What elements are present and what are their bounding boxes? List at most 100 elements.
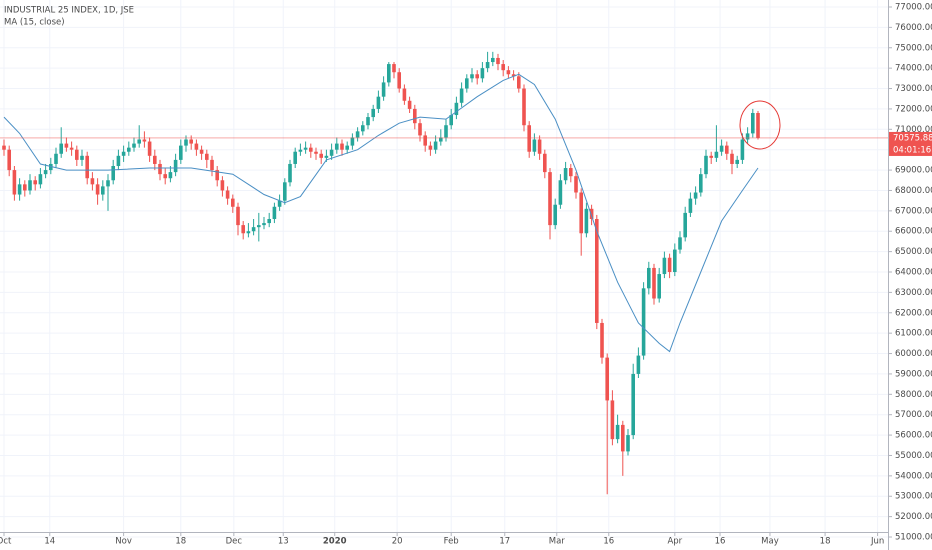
candle-body xyxy=(735,159,740,164)
y-tick-label: 51000.00 xyxy=(895,533,932,543)
candle-body xyxy=(418,123,422,136)
candle-body xyxy=(2,145,6,150)
candle-body xyxy=(574,176,578,193)
grid xyxy=(0,0,888,538)
candle-body xyxy=(12,170,17,195)
candle-body xyxy=(335,143,339,150)
candle-body xyxy=(90,178,95,185)
candle-body xyxy=(376,96,381,109)
candle-body xyxy=(350,137,355,146)
candle-body xyxy=(381,82,386,97)
x-tick-label: 20 xyxy=(392,537,403,547)
candle-body xyxy=(210,159,214,171)
candle-body xyxy=(283,182,287,201)
candle-body xyxy=(220,180,225,191)
candle-body xyxy=(225,190,230,199)
x-tick-label: Nov xyxy=(115,537,132,547)
y-tick-label: 75000.00 xyxy=(895,43,932,53)
candle-body xyxy=(179,145,183,160)
y-tick-label: 52000.00 xyxy=(895,512,932,522)
y-tick-label: 60000.00 xyxy=(895,349,932,359)
x-tick-label: 16 xyxy=(715,537,726,547)
candle-body xyxy=(314,151,318,154)
candle-body xyxy=(168,172,173,179)
candle-body xyxy=(600,322,604,358)
moving-average xyxy=(3,73,759,353)
candle-body xyxy=(137,139,142,144)
candle-body xyxy=(355,131,360,138)
candle-body xyxy=(199,149,204,154)
candle-body xyxy=(496,57,500,65)
x-tick-label: Mar xyxy=(549,537,566,547)
candle-body xyxy=(33,180,38,185)
candle-body xyxy=(85,155,90,179)
candle-body xyxy=(95,184,100,195)
candle-body xyxy=(111,165,116,181)
candle-body xyxy=(537,139,542,154)
candle-body xyxy=(142,139,147,142)
indicator-legend: MA (15, close) xyxy=(4,18,65,28)
candle-body xyxy=(491,57,495,63)
candle-body xyxy=(132,143,136,148)
candle-body xyxy=(402,88,407,101)
x-tick-label: Jun xyxy=(870,537,884,547)
candle-body xyxy=(17,184,22,195)
candle-body xyxy=(662,257,667,275)
candle-body xyxy=(605,357,610,401)
candle-body xyxy=(7,149,12,171)
candle-body xyxy=(756,112,760,138)
candle-body xyxy=(454,102,459,116)
candle-body xyxy=(636,355,641,374)
candle-body xyxy=(730,153,734,164)
y-tick-label: 74000.00 xyxy=(895,64,932,74)
candle-body xyxy=(548,172,552,226)
y-tick-label: 66000.00 xyxy=(895,227,932,237)
candle-body xyxy=(673,249,677,273)
plot xyxy=(0,51,888,495)
y-tick-label: 77000.00 xyxy=(895,2,932,12)
candle-body xyxy=(49,163,53,171)
candle-body xyxy=(163,174,168,179)
candle-body xyxy=(298,149,303,152)
candle-body xyxy=(397,72,402,89)
y-tick-label: 59000.00 xyxy=(895,369,932,379)
candle-body xyxy=(267,219,272,224)
y-tick-label: 54000.00 xyxy=(895,471,932,481)
candle-body xyxy=(553,204,558,226)
y-tick-label: 64000.00 xyxy=(895,268,932,278)
candle-body xyxy=(569,168,573,177)
candle-body xyxy=(215,170,220,181)
candle-body xyxy=(693,192,698,199)
candle-body xyxy=(657,274,662,299)
y-tick-label: 63000.00 xyxy=(895,288,932,298)
candle-body xyxy=(28,180,32,191)
y-tick-label: 62000.00 xyxy=(895,308,932,318)
y-tick-label: 57000.00 xyxy=(895,410,932,420)
candle-body xyxy=(709,155,714,158)
y-tick-label: 55000.00 xyxy=(895,451,932,461)
candle-body xyxy=(236,206,240,226)
countdown-label: 04:01:16 xyxy=(893,145,931,155)
y-tick-label: 58000.00 xyxy=(895,390,932,400)
candle-body xyxy=(23,184,27,191)
candle-body xyxy=(501,64,506,71)
candle-body xyxy=(392,64,396,73)
y-tick-label: 65000.00 xyxy=(895,247,932,257)
candle-body xyxy=(465,78,469,89)
candle-body xyxy=(751,112,755,134)
candle-body xyxy=(101,186,105,195)
candle-body xyxy=(719,145,724,152)
candle-body xyxy=(563,168,568,181)
candle-body xyxy=(511,74,516,77)
candle-body xyxy=(288,163,292,183)
candle-body xyxy=(558,180,563,205)
x-tick-label: Oct xyxy=(0,537,12,547)
candle-body xyxy=(324,155,329,158)
candle-body xyxy=(366,117,370,126)
candle-body xyxy=(714,151,719,158)
candle-body xyxy=(480,68,485,79)
candle-body xyxy=(189,139,194,144)
candle-body xyxy=(688,198,693,213)
